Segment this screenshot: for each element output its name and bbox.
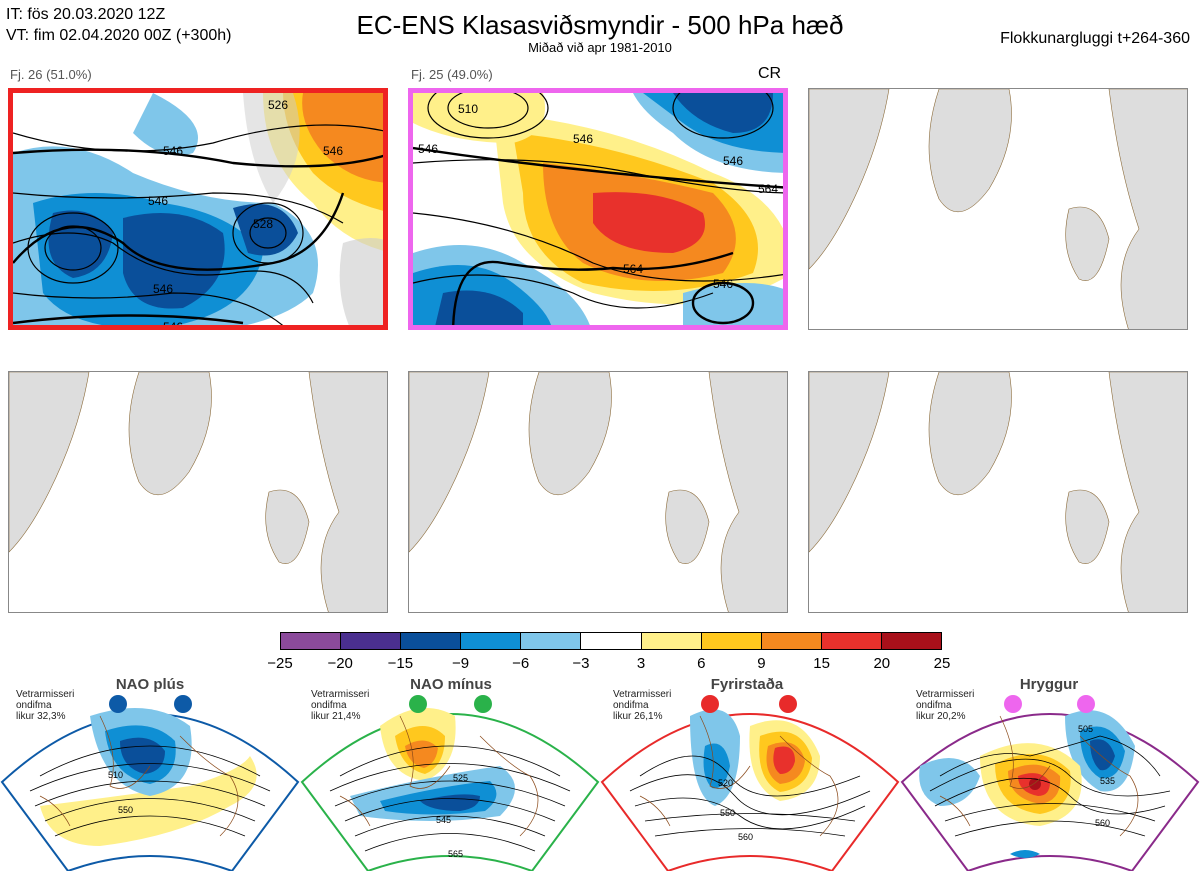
regime-3-note: Vetrarmisseri ondifma likur 26,1% <box>613 689 672 722</box>
colorbar-tick-label: −3 <box>572 655 590 672</box>
colorbar-tick-label: −25 <box>267 655 293 672</box>
cluster-map-6 <box>808 371 1188 613</box>
classification-window: Flokkunargluggi t+264-360 <box>1000 30 1190 47</box>
cluster-map-4 <box>8 371 388 613</box>
contour-label: 564 <box>623 262 643 276</box>
page-title: EC-ENS Klasasviðsmyndir - 500 hPa hæð <box>356 10 844 40</box>
regime-nao-plus-map: 510 550 <box>0 676 300 871</box>
colorbar-tick-label: 25 <box>933 655 951 672</box>
colorbar-tick-label: −20 <box>327 655 353 672</box>
colorbar-swatch <box>341 633 402 649</box>
colorbar-tick-label: 20 <box>873 655 891 672</box>
regime-blocking-map: 520 550 560 <box>600 676 900 871</box>
contour-label: 546 <box>148 194 168 208</box>
contour-label: 546 <box>418 142 438 156</box>
colorbar-swatch <box>581 633 642 649</box>
contour-label: 564 <box>758 182 778 196</box>
contour-label: 550 <box>118 805 133 815</box>
initial-time: IT: fös 20.03.2020 12Z <box>6 6 166 23</box>
contour-label: 525 <box>453 773 468 783</box>
contour-label: 560 <box>738 832 753 842</box>
panel-2-label: Fj. 25 (49.0%) <box>411 67 493 82</box>
colorbar-swatch <box>641 633 702 649</box>
contour-label: 560 <box>1095 818 1110 828</box>
colorbar-tick-label: 15 <box>813 655 830 672</box>
contour-label: 528 <box>253 217 273 231</box>
colorbar-tick-label: −9 <box>451 655 470 672</box>
contour-label: 546 <box>723 154 743 168</box>
contour-label: 565 <box>448 849 463 859</box>
contour-label: 546 <box>323 144 343 158</box>
colorbar-swatch <box>821 633 882 649</box>
contour-label: 526 <box>268 98 288 112</box>
contour-label: 510 <box>108 770 123 780</box>
regime-3-name: Fyrirstaða <box>710 676 784 693</box>
contour-label: 546 <box>153 282 173 296</box>
colorbar-swatch <box>521 633 582 649</box>
colorbar-swatch <box>881 633 942 649</box>
colorbar-tick-label: −6 <box>512 655 530 672</box>
contour-label: 535 <box>1100 776 1115 786</box>
regime-4-note: Vetrarmisseri ondifma likur 20,2% <box>916 689 975 722</box>
contour-label: 520 <box>718 778 733 788</box>
page-subtitle: Miðað við apr 1981-2010 <box>528 40 672 55</box>
regime-nao-minus-map: 525 545 565 <box>300 676 600 871</box>
regime-1-name: NAO plús <box>115 676 185 693</box>
cluster-map-3 <box>808 88 1188 330</box>
colorbar-tick-label: 9 <box>757 655 766 672</box>
contour-label: 510 <box>458 102 478 116</box>
contour-label: 546 <box>163 144 183 158</box>
regime-ridge-map: 505 535 560 <box>900 676 1200 871</box>
colorbar-swatch <box>461 633 522 649</box>
contour-label: 505 <box>1078 724 1093 734</box>
colorbar-swatch <box>701 633 762 649</box>
panel-2-regime-tag: CR <box>758 65 782 82</box>
colorbar-tick-label: 6 <box>697 655 706 672</box>
contour-label: 546 <box>713 277 733 291</box>
anomaly-colorbar <box>280 632 942 650</box>
regime-2-name: NAO mínus <box>410 676 492 693</box>
colorbar-tick-label: 3 <box>636 655 646 672</box>
contour-label: 546 <box>163 320 183 330</box>
colorbar-swatch <box>401 633 462 649</box>
cluster-map-2: 510 546 546 546 564 564 546 <box>408 88 788 330</box>
colorbar-swatch <box>281 633 342 649</box>
cluster-map-1: 526 546 546 546 528 546 546 <box>8 88 388 330</box>
cluster-map-5 <box>408 371 788 613</box>
colorbar-swatch <box>761 633 822 649</box>
contour-label: 546 <box>573 132 593 146</box>
colorbar-tick-label: −15 <box>387 655 414 672</box>
header-info: IT: fös 20.03.2020 12Z VT: fim 02.04.202… <box>6 4 231 46</box>
contour-label: 545 <box>436 815 451 825</box>
regime-4-name: Hryggur <box>1019 676 1079 693</box>
regime-1-note: Vetrarmisseri ondifma likur 32,3% <box>16 689 75 722</box>
valid-time: VT: fim 02.04.2020 00Z (+300h) <box>6 27 232 44</box>
panel-1-label: Fj. 26 (51.0%) <box>10 67 92 82</box>
contour-label: 550 <box>720 808 735 818</box>
regime-2-note: Vetrarmisseri ondifma likur 21,4% <box>311 689 370 722</box>
